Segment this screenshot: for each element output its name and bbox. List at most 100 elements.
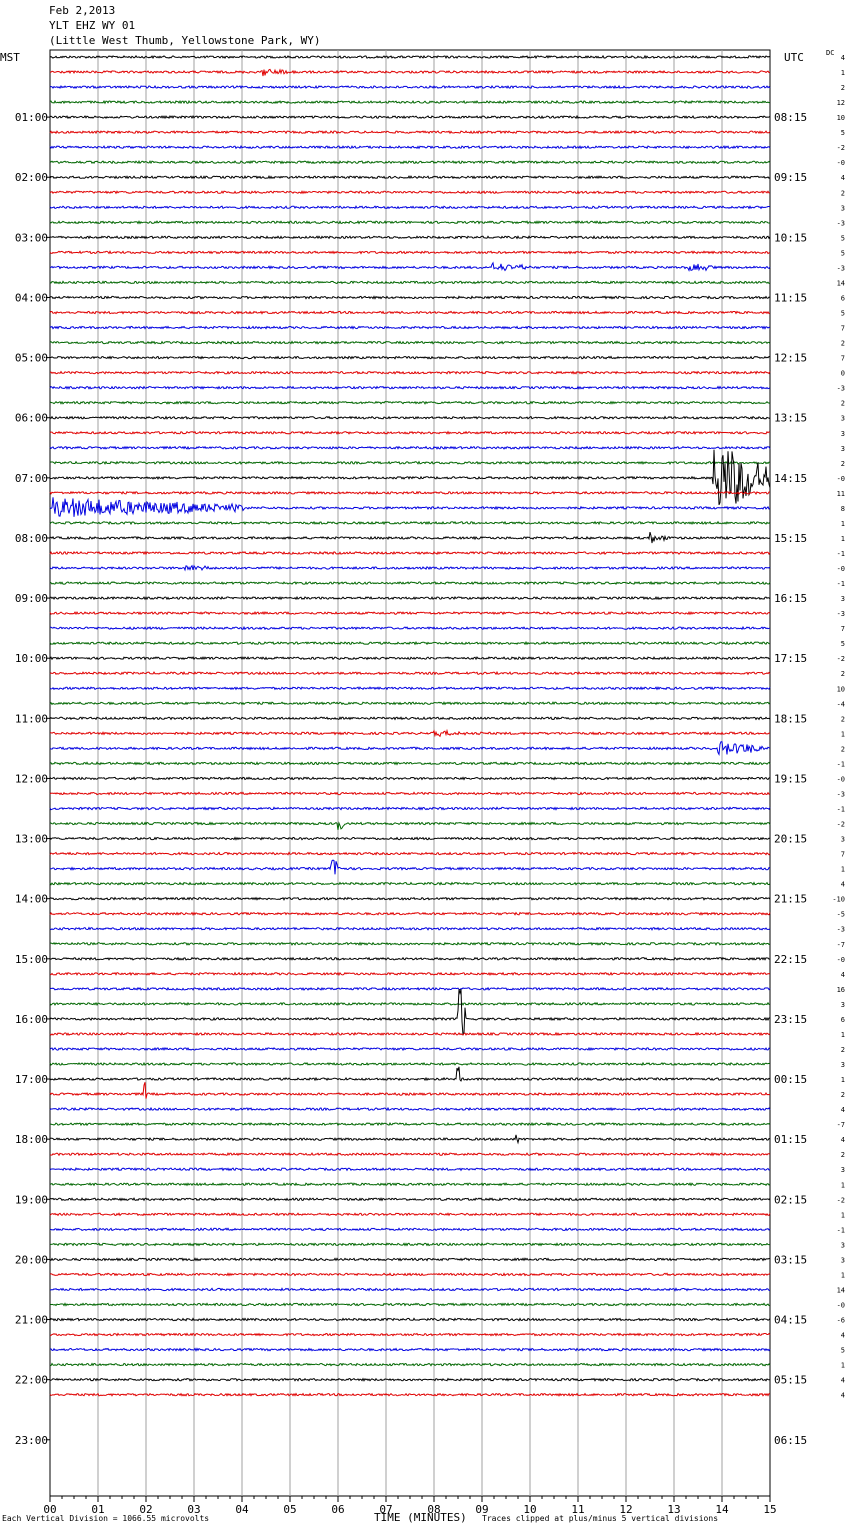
hour-label-right: 17:15 — [774, 652, 807, 665]
x-tick-label: 09 — [475, 1503, 488, 1516]
trace-line — [49, 851, 771, 856]
trace-line — [49, 1287, 770, 1292]
hour-label-left: 08:00 — [15, 532, 48, 545]
trace-line — [50, 1121, 771, 1127]
trace-line — [49, 776, 771, 781]
dc-offset-label: -3 — [837, 264, 845, 272]
dc-offset-label: 2 — [841, 1151, 845, 1159]
hour-label-left: 09:00 — [15, 592, 48, 605]
dc-column-label: DC — [826, 49, 835, 57]
dc-offset-label: 4 — [841, 1136, 845, 1144]
hour-label-right: 22:15 — [774, 953, 807, 966]
trace-line — [49, 235, 771, 240]
trace-line — [50, 1377, 771, 1382]
trace-line — [49, 159, 771, 165]
dc-offset-label: -1 — [837, 760, 845, 768]
dc-offset-label: 0 — [841, 370, 845, 378]
dc-offset-label: 16 — [837, 986, 845, 994]
dc-offset-label: 4 — [841, 1392, 845, 1400]
trace-line — [49, 497, 771, 517]
hour-label-right: 02:15 — [774, 1193, 807, 1206]
trace-line — [49, 971, 771, 977]
trace-line — [49, 1001, 770, 1006]
trace-line — [49, 250, 771, 255]
hour-label-right: 20:15 — [774, 833, 807, 846]
dc-offset-label: -3 — [837, 926, 845, 934]
dc-offset-label: 14 — [837, 1286, 845, 1294]
hour-label-left: 11:00 — [15, 712, 48, 725]
hour-label-left: 16:00 — [15, 1013, 48, 1026]
dc-offset-label: -5 — [837, 911, 845, 919]
trace-line — [49, 564, 771, 572]
trace-line — [49, 340, 771, 345]
dc-offset-label: 1 — [841, 866, 845, 874]
trace-line — [49, 1134, 771, 1145]
dc-offset-label: 1 — [841, 1271, 845, 1279]
hour-label-left: 23:00 — [15, 1434, 48, 1447]
trace-line — [49, 881, 771, 886]
trace-line — [49, 761, 771, 766]
hour-label-right: 03:15 — [774, 1253, 807, 1266]
hour-label-left: 02:00 — [15, 171, 48, 184]
dc-offset-label: 2 — [841, 670, 845, 678]
dc-offset-label: 3 — [841, 1241, 845, 1249]
dc-offset-label: 3 — [841, 1256, 845, 1264]
trace-line — [49, 175, 771, 180]
trace-line — [49, 896, 771, 901]
dc-offset-label: 4 — [841, 971, 845, 979]
trace-line — [49, 741, 771, 757]
footer-scale-text: Each Vertical Division = 1066.55 microvo… — [2, 1514, 210, 1523]
dc-offset-label: 4 — [841, 1332, 845, 1340]
dc-offset-label: 6 — [841, 294, 845, 302]
trace-line — [49, 1257, 771, 1262]
dc-offset-label: 2 — [841, 1046, 845, 1054]
hour-label-right: 13:15 — [774, 412, 807, 425]
trace-line — [49, 54, 771, 60]
dc-offset-label: -1 — [837, 1226, 845, 1234]
hour-label-right: 21:15 — [774, 893, 807, 906]
dc-offset-label: -2 — [837, 655, 845, 663]
trace-line — [49, 686, 771, 691]
dc-offset-label: 1 — [841, 535, 845, 543]
trace-line — [49, 716, 771, 721]
dc-offset-label: -10 — [832, 896, 845, 904]
dc-offset-label: -2 — [837, 1196, 845, 1204]
hour-label-left: 04:00 — [15, 291, 48, 304]
dc-offset-label: -3 — [837, 385, 845, 393]
trace-line — [49, 911, 771, 917]
hour-label-left: 05:00 — [15, 352, 48, 365]
dc-offset-label: -6 — [837, 1317, 845, 1325]
dc-offset-label: -7 — [837, 1121, 845, 1129]
x-tick-label: 12 — [619, 1503, 632, 1516]
trace-line — [49, 670, 771, 676]
hour-label-left: 21:00 — [15, 1314, 48, 1327]
trace-line — [49, 550, 771, 556]
trace-line — [49, 859, 771, 875]
dc-offset-label: -1 — [837, 580, 845, 588]
x-tick-label: 13 — [667, 1503, 680, 1516]
trace-line — [49, 84, 771, 90]
hour-label-right: 08:15 — [774, 111, 807, 124]
trace-line — [49, 68, 771, 77]
trace-line — [49, 430, 771, 435]
footer-clip-note: Traces clipped at plus/minus 5 vertical … — [482, 1514, 719, 1523]
trace-line — [49, 926, 771, 931]
header-station: YLT EHZ WY 01 — [49, 19, 136, 32]
dc-offset-label: -0 — [837, 775, 845, 783]
dc-offset-label: 2 — [841, 189, 845, 197]
dc-offset-label: 5 — [841, 310, 845, 318]
trace-line — [49, 989, 771, 1036]
trace-line — [49, 114, 771, 120]
dc-offset-label: 1 — [841, 520, 845, 528]
dc-offset-label: -3 — [837, 610, 845, 618]
hour-label-left: 14:00 — [15, 893, 48, 906]
dc-offset-label: 2 — [841, 460, 845, 468]
right-timezone-label: UTC — [784, 51, 804, 64]
dc-offset-label: 1 — [841, 1031, 845, 1039]
dc-offset-label: 1 — [841, 1211, 845, 1219]
dc-offset-label: 3 — [841, 430, 845, 438]
trace-line — [49, 449, 771, 506]
hour-label-left: 01:00 — [15, 111, 48, 124]
trace-line — [49, 490, 770, 495]
trace-line — [49, 728, 771, 738]
